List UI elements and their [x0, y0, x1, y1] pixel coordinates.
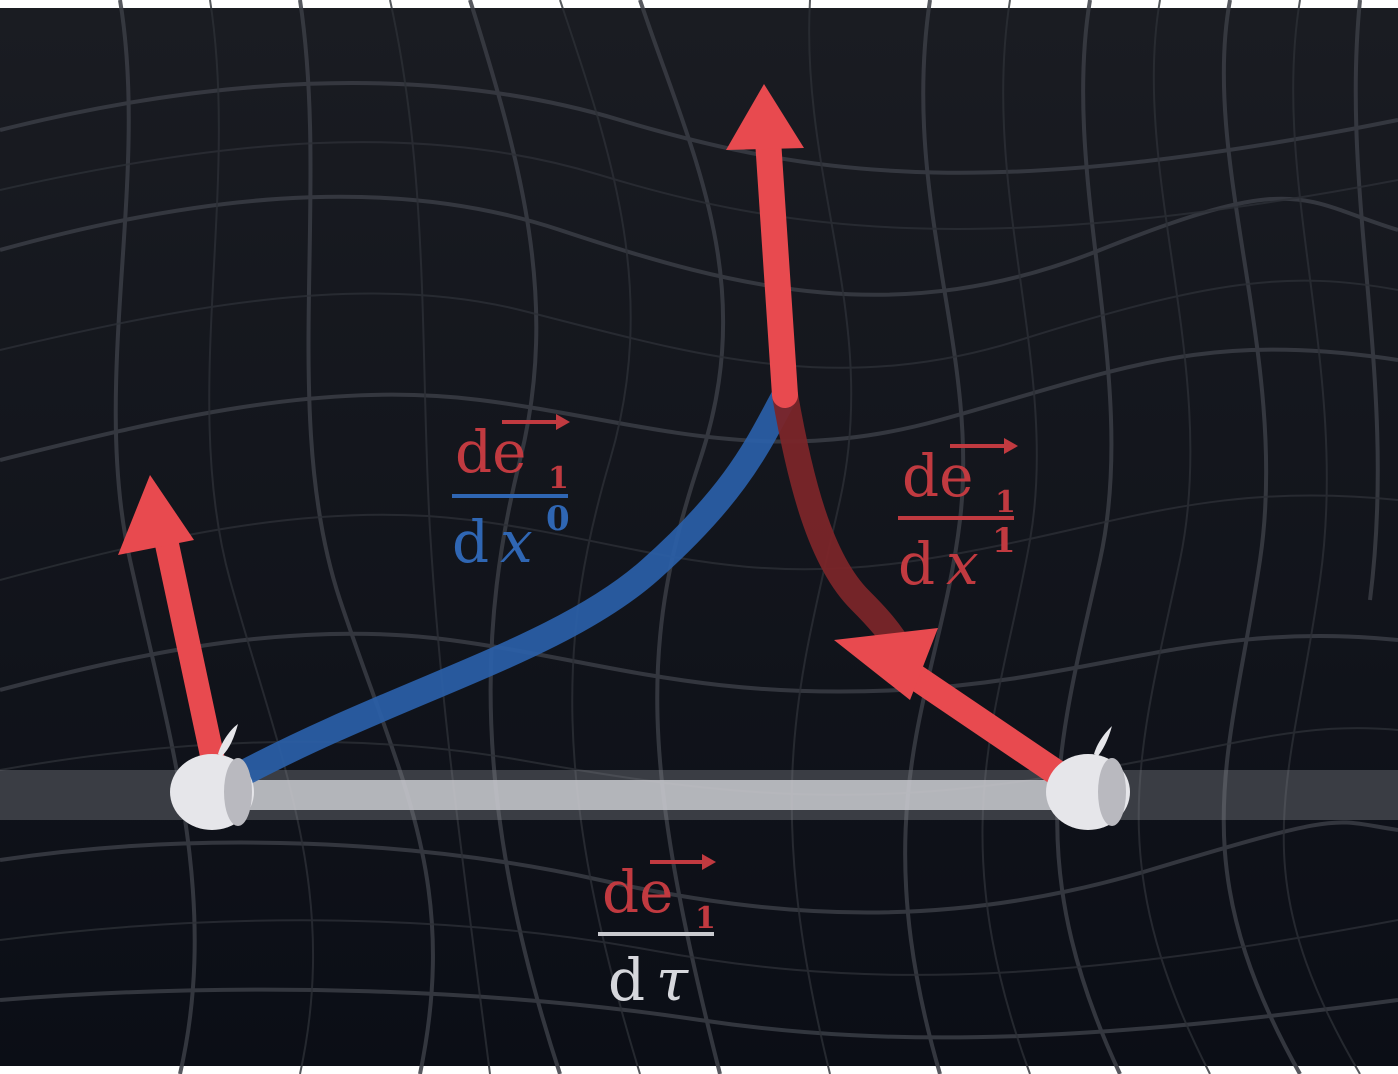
denominator-d: d: [898, 530, 935, 598]
blue-transport-path: [227, 382, 798, 788]
left-basis-vector: [118, 475, 225, 763]
denominator-superscript: 0: [546, 499, 570, 539]
denominator-var: τ: [656, 946, 689, 1014]
denominator-d: d: [452, 508, 489, 576]
numerator-de: de: [602, 858, 673, 926]
apple-icon: [1046, 726, 1130, 830]
denominator-superscript: 1: [992, 521, 1016, 561]
label-de1-dx1: de 1 d x 1: [898, 438, 1018, 598]
label-de1-dx0: de 1 d x 0: [452, 414, 570, 576]
numerator-subscript: 1: [548, 461, 569, 496]
apple-icon: [170, 724, 254, 830]
numerator-de: de: [455, 418, 526, 486]
right-basis-vector: [834, 628, 1068, 786]
label-de1-dtau: de 1 d τ: [598, 854, 716, 1014]
top-border: [0, 0, 1398, 8]
denominator-var: x: [500, 508, 533, 576]
denominator-d: d: [608, 946, 645, 1014]
numerator-subscript: 1: [695, 901, 716, 936]
bottom-border: [0, 1066, 1398, 1074]
numerator-subscript: 1: [995, 485, 1016, 520]
denominator-var: x: [946, 530, 979, 598]
transported-basis-vector: [726, 84, 804, 408]
numerator-de: de: [902, 442, 973, 510]
